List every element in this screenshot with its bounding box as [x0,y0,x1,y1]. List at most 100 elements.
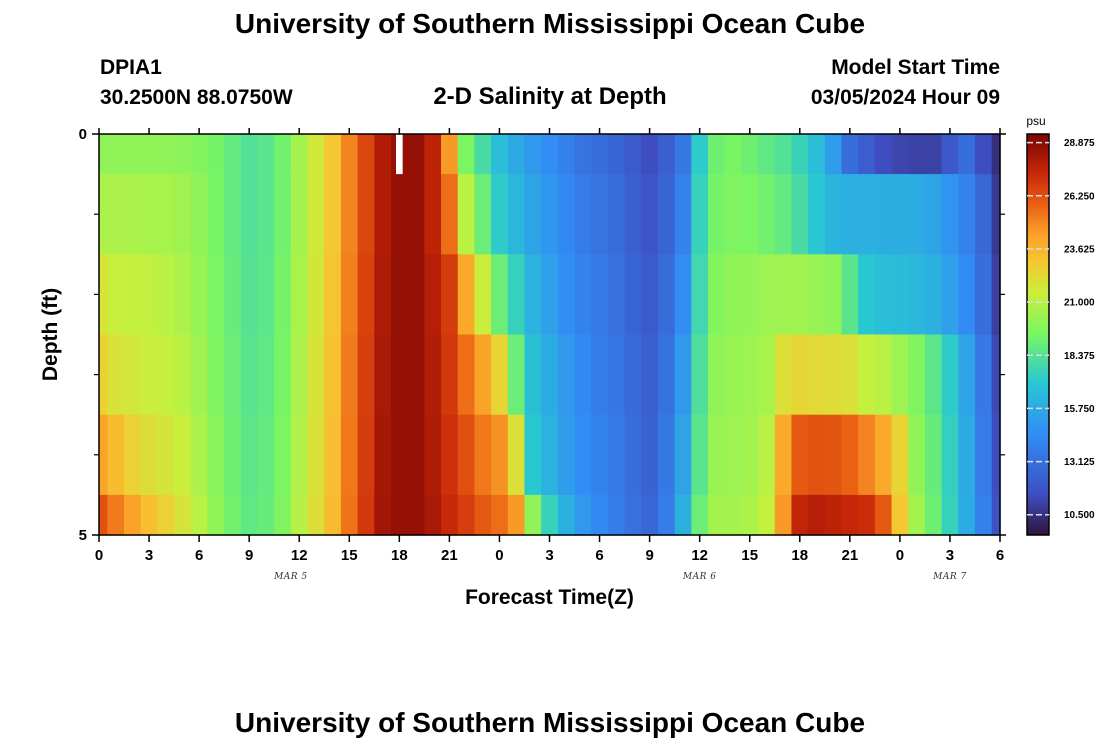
heatmap-cell [307,414,325,496]
heatmap-cell [791,174,809,255]
heatmap-cell [174,494,192,536]
heatmap-cell [741,174,759,255]
heatmap-cell [140,134,158,175]
heatmap-cell [974,494,993,536]
heatmap-cell [474,134,492,175]
heatmap-cell [424,134,442,175]
heatmap-cell [224,254,242,336]
colorbar-tick-label: 18.375 [1064,351,1095,362]
heatmap-cell [774,134,793,175]
heatmap-cell [324,334,342,416]
heatmap-cell [424,414,442,496]
heatmap-cell [174,414,192,496]
heatmap-cell [457,174,476,255]
heatmap-cell [140,254,158,336]
heatmap-cell [157,334,175,416]
heatmap-cell [991,494,1001,536]
heatmap-cell [340,414,359,496]
heatmap-cell [941,174,959,255]
heatmap-cell [124,494,142,536]
heatmap-cell [107,414,125,496]
heatmap-cell [491,414,509,496]
heatmap-cell [457,134,476,175]
heatmap-cell [657,494,676,536]
heatmap-cell [724,334,742,416]
heatmap-cell [557,334,576,416]
heatmap-cell [858,494,876,536]
heatmap-cell [207,494,225,536]
heatmap-cell [357,494,375,536]
heatmap-cell [357,254,375,336]
heatmap-cell [691,134,709,175]
heatmap-cell [207,174,225,255]
heatmap-cell [407,414,425,496]
heatmap-cell [691,414,709,496]
heatmap-cell [390,254,409,336]
heatmap-cell [841,174,859,255]
heatmap-cell [207,254,225,336]
heatmap-cell [240,254,259,336]
heatmap-cell [157,494,175,536]
heatmap-cell [958,254,976,336]
heatmap-cell [340,134,359,175]
heatmap-cell [290,254,309,336]
x-tick-label: 0 [896,547,904,564]
heatmap-cell [441,414,459,496]
x-tick-label: 21 [841,547,858,564]
heatmap-cell [274,494,292,536]
heatmap-cell [708,134,726,175]
heatmap-cell [624,494,642,536]
heatmap-cell [491,254,509,336]
heatmap-cell [858,254,876,336]
heatmap-cell [390,334,409,416]
heatmap-cell [524,254,542,336]
heatmap-cell [924,414,943,496]
x-tick-label: 18 [391,547,408,564]
heatmap-cell [958,414,976,496]
heatmap-cell [858,334,876,416]
heatmap-cell [724,254,742,336]
heatmap-cell [124,134,142,175]
heatmap-cell [958,334,976,416]
heatmap-cell [958,134,976,175]
heatmap-cell [140,334,158,416]
heatmap-cell [758,414,776,496]
page-title: University of Southern Mississippi Ocean… [234,8,866,39]
heatmap-cell [791,134,809,175]
heatmap-cell [124,334,142,416]
heatmap-cell [290,414,309,496]
heatmap-cell [107,254,125,336]
missing-data-cell [395,134,403,175]
x-tick-label: 9 [645,547,653,564]
heatmap-cell [624,334,642,416]
colorbar-tick-label: 23.625 [1064,244,1095,255]
heatmap-cell [758,254,776,336]
heatmap-cell [691,174,709,255]
heatmap-cell [99,334,108,416]
heatmap-cell [758,134,776,175]
x-tick-label: 15 [341,547,358,564]
heatmap-cell [624,174,642,255]
heatmap-cell [157,134,175,175]
heatmap-cell [557,254,576,336]
heatmap-cell [858,414,876,496]
heatmap-cell [674,174,692,255]
heatmap-cell [991,134,1001,175]
heatmap-cell [841,334,859,416]
heatmap-cell [607,334,626,416]
heatmap-cell [574,134,592,175]
heatmap-cell [607,134,626,175]
heatmap-cell [190,414,209,496]
heatmap-cell [591,134,609,175]
heatmap-cell [541,494,559,536]
heatmap-cell [591,494,609,536]
heatmap-cell [824,414,843,496]
heatmap-cell [524,494,542,536]
heatmap-cell [641,174,659,255]
heatmap-cell [774,334,793,416]
heatmap-cell [524,134,542,175]
station-id: DPIA1 [100,56,162,79]
heatmap-cell [457,494,476,536]
heatmap-cell [708,494,726,536]
date-label: MAR 7 [932,572,967,582]
